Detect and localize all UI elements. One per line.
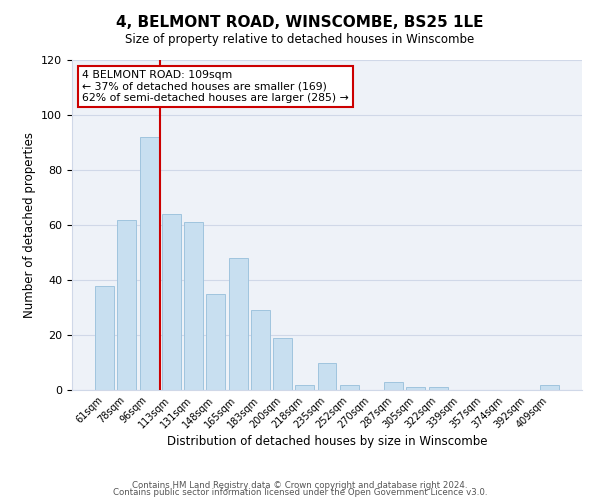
Bar [384, 382, 403, 390]
Text: Contains HM Land Registry data © Crown copyright and database right 2024.: Contains HM Land Registry data © Crown c… [132, 480, 468, 490]
Bar [229, 258, 248, 390]
X-axis label: Distribution of detached houses by size in Winscombe: Distribution of detached houses by size … [167, 436, 487, 448]
Bar [340, 384, 359, 390]
Text: 4 BELMONT ROAD: 109sqm
← 37% of detached houses are smaller (169)
62% of semi-de: 4 BELMONT ROAD: 109sqm ← 37% of detached… [82, 70, 349, 103]
Text: 4, BELMONT ROAD, WINSCOMBE, BS25 1LE: 4, BELMONT ROAD, WINSCOMBE, BS25 1LE [116, 15, 484, 30]
Bar [118, 220, 136, 390]
Bar [95, 286, 114, 390]
Bar [295, 384, 314, 390]
Bar [206, 294, 225, 390]
Bar [317, 362, 337, 390]
Bar [540, 384, 559, 390]
Bar [429, 387, 448, 390]
Bar [140, 137, 158, 390]
Bar [184, 222, 203, 390]
Bar [162, 214, 181, 390]
Bar [251, 310, 270, 390]
Y-axis label: Number of detached properties: Number of detached properties [23, 132, 35, 318]
Bar [406, 387, 425, 390]
Text: Contains public sector information licensed under the Open Government Licence v3: Contains public sector information licen… [113, 488, 487, 497]
Bar [273, 338, 292, 390]
Text: Size of property relative to detached houses in Winscombe: Size of property relative to detached ho… [125, 32, 475, 46]
